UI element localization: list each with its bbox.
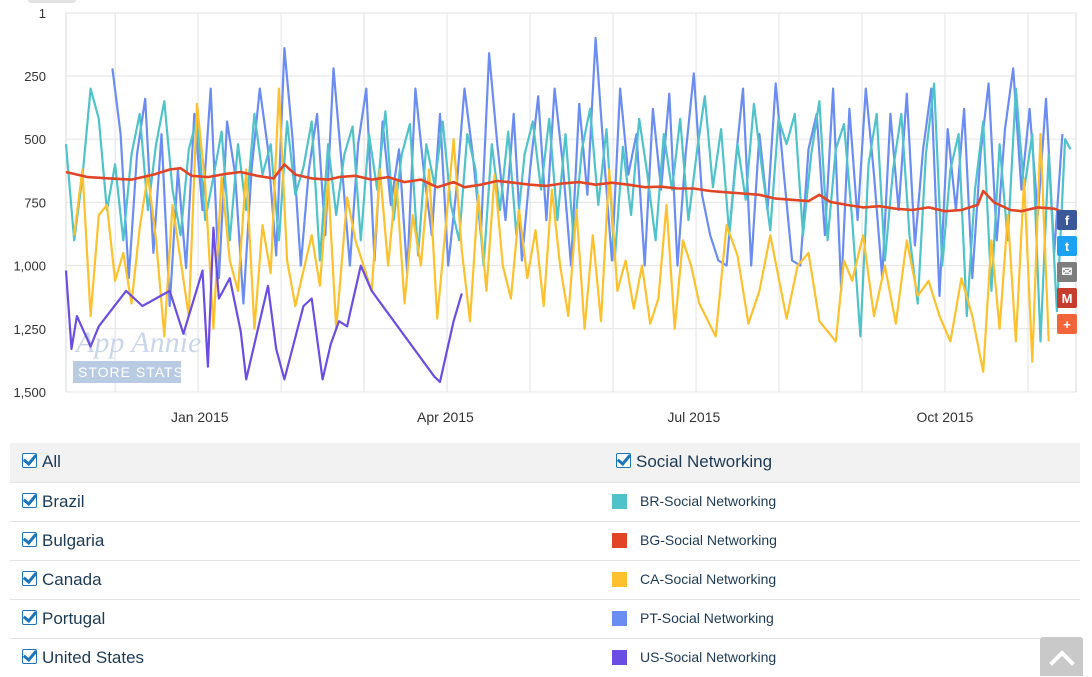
x-tick-label: Jan 2015	[171, 409, 229, 425]
series-label[interactable]: BG-Social Networking	[640, 532, 777, 548]
y-tick-label: 1,500	[13, 385, 46, 400]
top-tab	[28, 0, 76, 3]
share-bar: f t ✉ M +	[1057, 210, 1079, 340]
series-color-swatch	[612, 572, 627, 587]
legend-row-brazil: Brazil BR-Social Networking	[10, 483, 1080, 522]
y-tick-label: 250	[24, 69, 46, 84]
y-tick-label: 1,250	[13, 322, 46, 337]
x-tick-label: Apr 2015	[417, 409, 474, 425]
series-color-swatch	[612, 611, 627, 626]
series-line-br	[64, 82, 1072, 343]
x-tick-label: Jul 2015	[667, 409, 720, 425]
country-label: Portugal	[42, 609, 106, 628]
series-label[interactable]: PT-Social Networking	[640, 610, 774, 626]
legend-row-portugal: Portugal PT-Social Networking	[10, 600, 1080, 639]
series-color-swatch	[612, 650, 627, 665]
canada-checkbox[interactable]	[22, 571, 37, 586]
series-label[interactable]: BR-Social Networking	[640, 493, 777, 509]
x-tick-label: Oct 2015	[917, 409, 974, 425]
chevron-up-icon	[1048, 649, 1075, 666]
y-tick-label: 750	[24, 195, 46, 210]
y-tick-label: 500	[24, 132, 46, 147]
email-icon[interactable]: ✉	[1057, 262, 1077, 282]
all-label: All	[42, 452, 61, 471]
country-label: Canada	[42, 570, 102, 589]
x-axis-ticks: Jan 2015 Apr 2015 Jul 2015 Oct 2015	[171, 409, 974, 425]
watermark-badge	[73, 361, 181, 383]
series-label[interactable]: US-Social Networking	[640, 649, 777, 665]
brazil-checkbox[interactable]	[22, 493, 37, 508]
y-tick-label: 1	[39, 6, 46, 21]
chart-svg: App Annie STORE STATS 1 250 500 750 1,000 1,2…	[13, 6, 1077, 425]
series-line-bg	[65, 163, 1071, 217]
country-label: Bulgaria	[42, 531, 105, 550]
watermark-logo: App Annie	[74, 326, 201, 359]
series-color-swatch	[612, 494, 627, 509]
y-axis-ticks: 1 250 500 750 1,000 1,250 1,500	[13, 6, 46, 400]
country-label: Brazil	[42, 492, 85, 511]
series-color-swatch	[612, 533, 627, 548]
gmail-icon[interactable]: M	[1057, 288, 1077, 308]
legend-table: All Social Networking Brazil BR-Social N…	[10, 443, 1080, 677]
y-tick-label: 1,000	[13, 259, 46, 274]
united-states-checkbox[interactable]	[22, 649, 37, 664]
add-share-icon[interactable]: +	[1057, 314, 1077, 334]
category-label: Social Networking	[636, 452, 773, 471]
scroll-to-top-button[interactable]	[1040, 637, 1083, 676]
series-line-us	[64, 226, 463, 383]
all-checkbox[interactable]	[22, 453, 37, 468]
series-line-ca	[73, 87, 1050, 373]
legend-row-united-states: United States US-Social Networking	[10, 639, 1080, 677]
country-label: United States	[42, 648, 145, 667]
series-group	[64, 36, 1072, 383]
rank-chart: App Annie STORE STATS 1 250 500 750 1,000 1,2…	[13, 6, 1079, 425]
category-checkbox[interactable]	[616, 453, 631, 468]
series-label[interactable]: CA-Social Networking	[640, 571, 777, 587]
portugal-checkbox[interactable]	[22, 610, 37, 625]
watermark: App Annie STORE STATS	[73, 326, 201, 383]
legend-row-bulgaria: Bulgaria BG-Social Networking	[10, 522, 1080, 561]
legend-row-canada: Canada CA-Social Networking	[10, 561, 1080, 600]
watermark-subtext: STORE STATS	[78, 364, 184, 380]
facebook-icon[interactable]: f	[1057, 210, 1077, 230]
grid	[66, 12, 1076, 393]
series-line-pt	[111, 36, 1064, 308]
twitter-icon[interactable]: t	[1057, 236, 1077, 256]
bulgaria-checkbox[interactable]	[22, 532, 37, 547]
legend-header-row: All Social Networking	[10, 443, 1080, 483]
